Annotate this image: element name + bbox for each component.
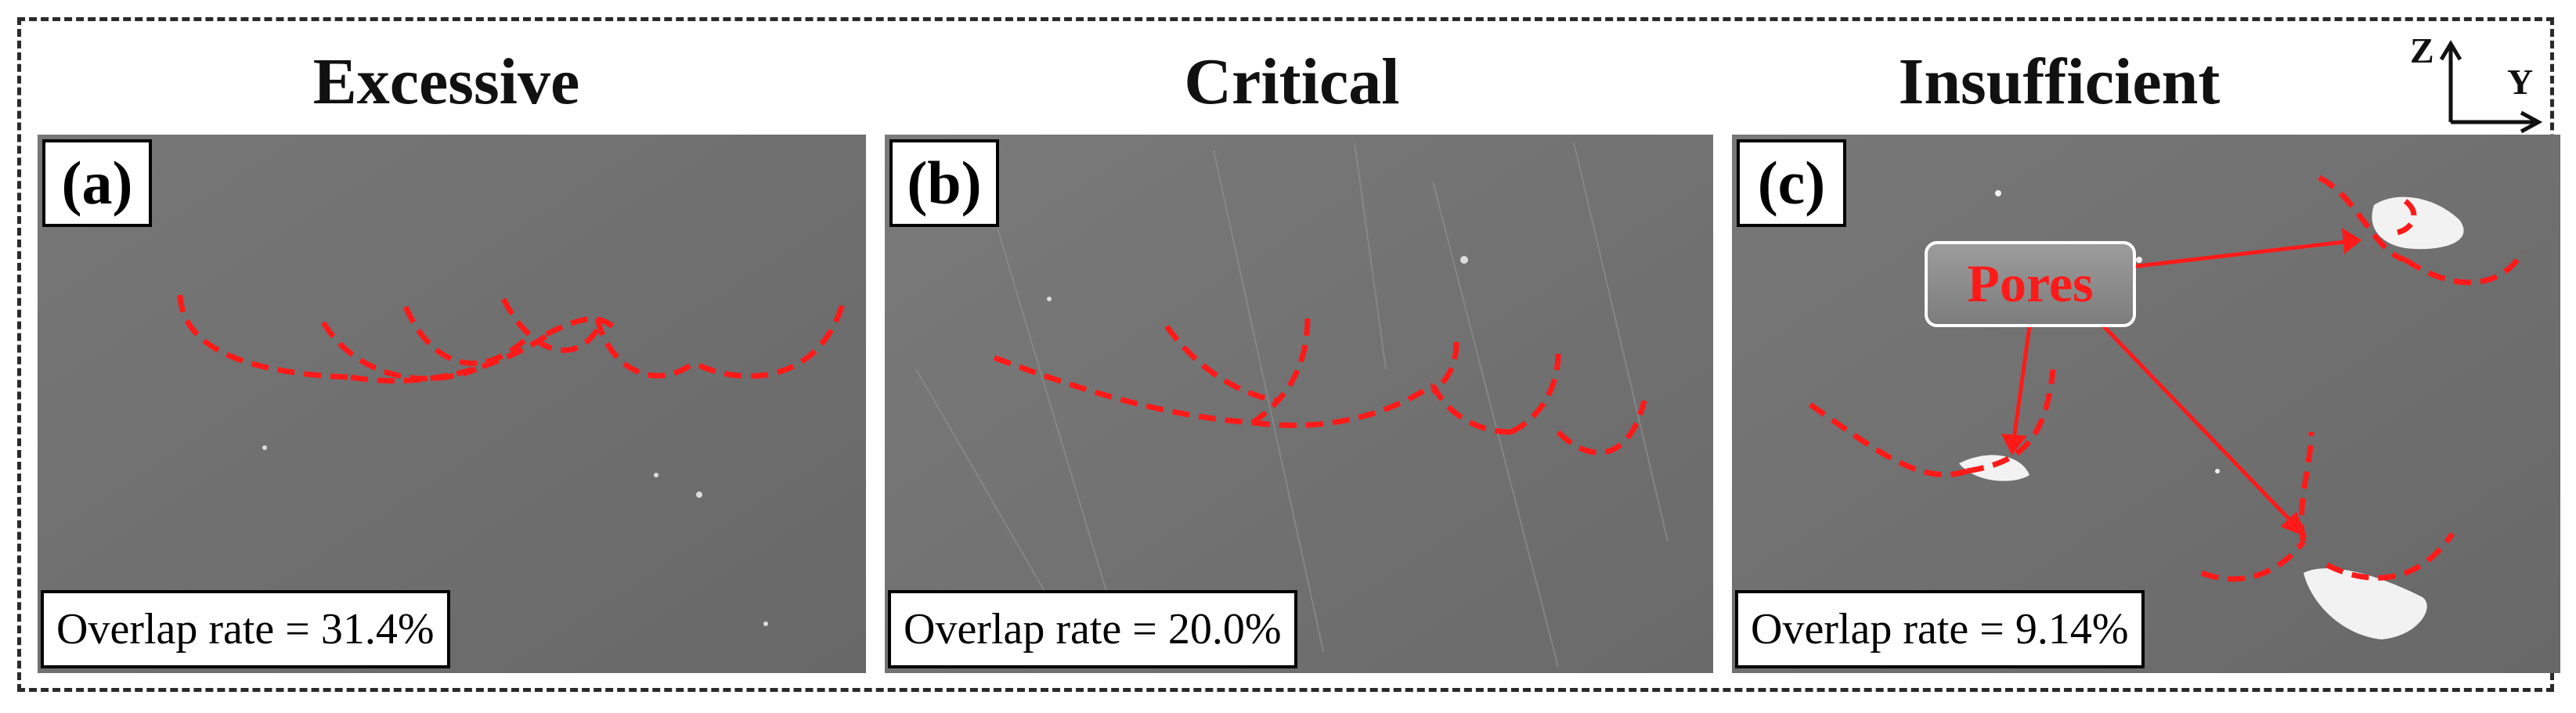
- panel-c-micrograph: (c) Pores Overlap rate = 9.14%: [1732, 135, 2560, 673]
- title-insufficient: Insufficient: [1898, 45, 2221, 118]
- axis-z-label: Z: [2410, 31, 2434, 70]
- panel-b-image: [885, 135, 1713, 673]
- panel-a-overlap-rate: Overlap rate = 31.4%: [41, 590, 450, 668]
- title-excessive: Excessive: [312, 45, 580, 118]
- panel-b-label: (b): [889, 139, 999, 227]
- axes-arrows-icon: [2439, 40, 2543, 134]
- panel-c-overlap-rate: Overlap rate = 9.14%: [1735, 590, 2145, 668]
- panel-a-image: [38, 135, 866, 673]
- axis-y-label: Y: [2507, 62, 2534, 102]
- title-critical: Critical: [1184, 45, 1400, 118]
- panel-b-micrograph: (b) Overlap rate = 20.0%: [885, 135, 1713, 673]
- pore-shapes: [1959, 190, 2464, 639]
- panel-a-label: (a): [42, 139, 152, 227]
- pores-callout: Pores: [1925, 241, 2136, 327]
- coordinate-axes: Z Y: [2396, 30, 2553, 139]
- panel-b-overlap-rate: Overlap rate = 20.0%: [888, 590, 1297, 668]
- panel-a-micrograph: (a) Overlap rate = 31.4%: [38, 135, 866, 673]
- panel-c-label: (c): [1737, 139, 1846, 227]
- pores-arrows: [2001, 228, 2362, 538]
- panel-c-image: [1732, 135, 2560, 673]
